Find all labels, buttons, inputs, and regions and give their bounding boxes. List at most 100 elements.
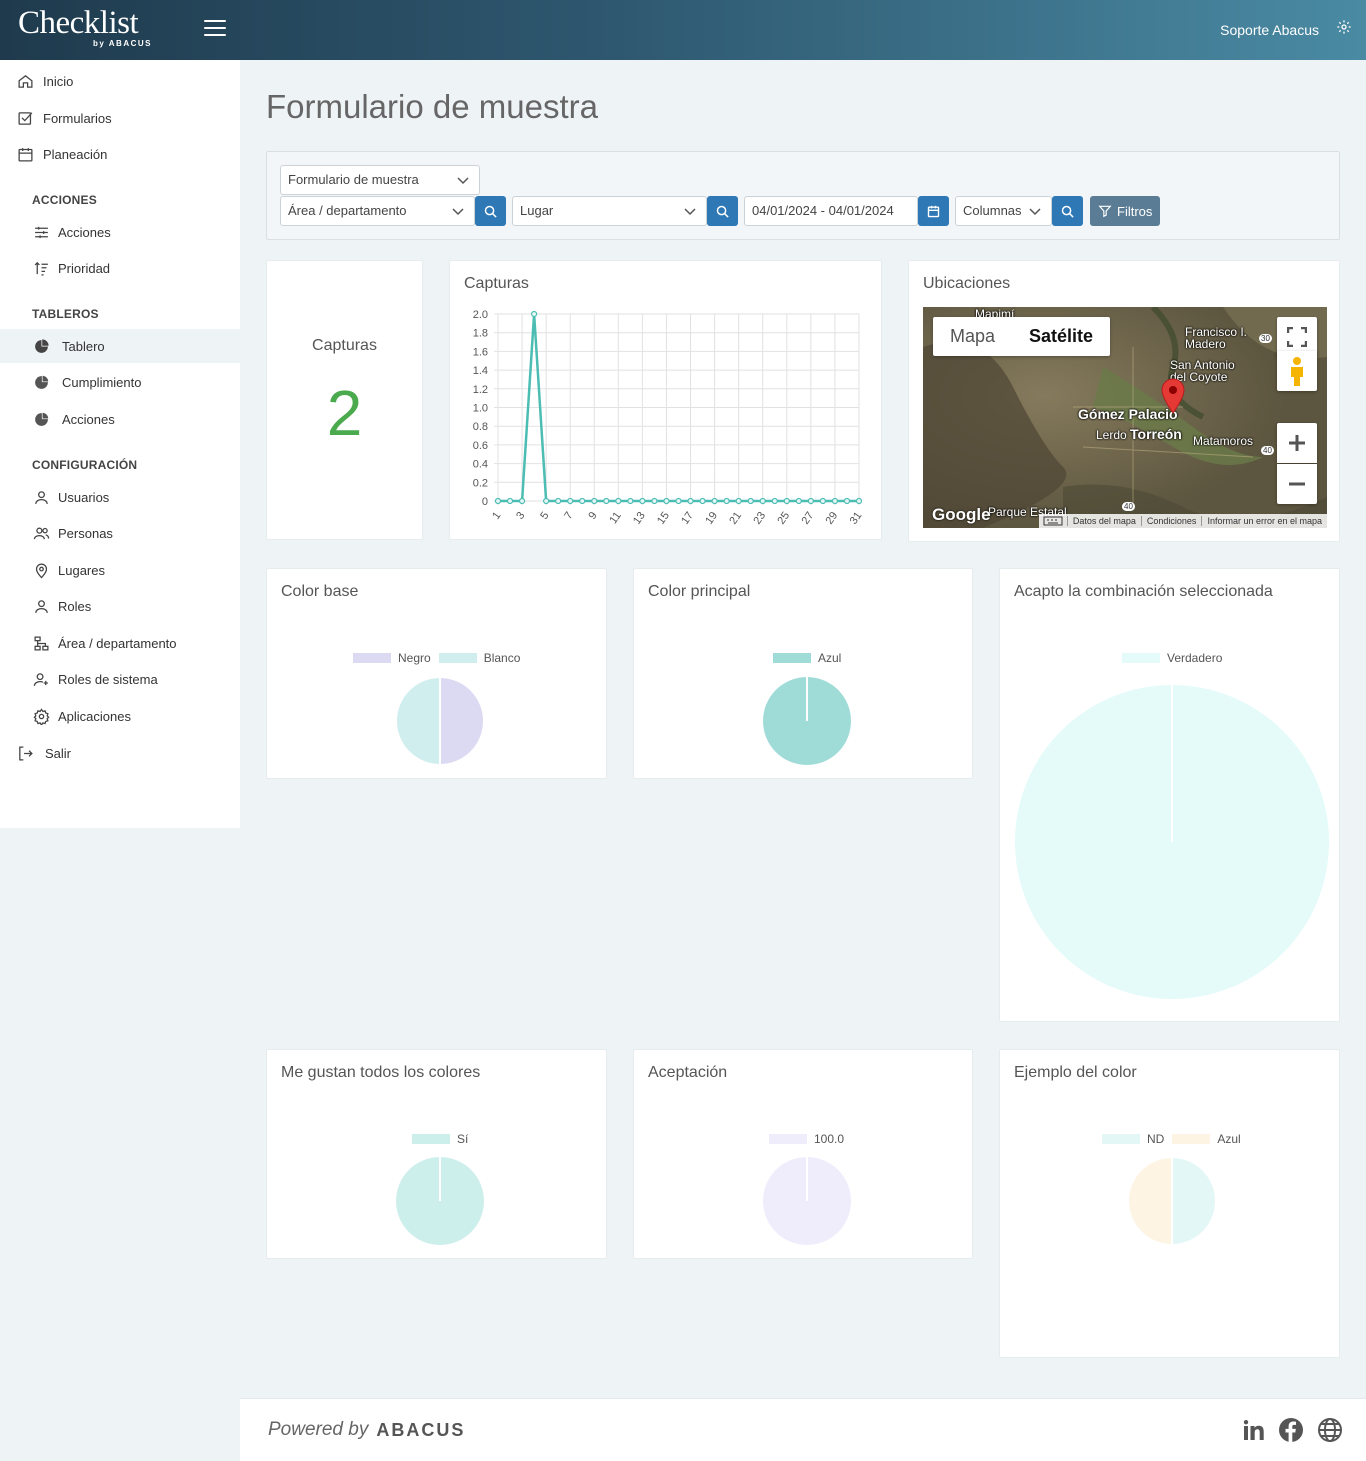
zoom-out-button[interactable] xyxy=(1277,464,1317,504)
org-chart-icon xyxy=(32,634,50,652)
data-point[interactable] xyxy=(783,497,790,505)
legend-item[interactable]: Azul xyxy=(773,651,841,665)
satellite-map[interactable]: Mapimí Francisco I. Madero San Antonio d… xyxy=(923,307,1327,528)
x-tick-label: 23 xyxy=(751,510,768,527)
sidebar-item-roles[interactable]: Roles xyxy=(0,589,240,623)
pie-slice[interactable] xyxy=(1127,1155,1173,1247)
sidebar-item-acciones-tablero[interactable]: Acciones xyxy=(0,402,240,436)
street-view-button[interactable] xyxy=(1277,351,1317,391)
pie-card: Color principal Azul xyxy=(633,568,973,779)
pie-slice[interactable] xyxy=(1171,1155,1217,1247)
user-menu[interactable]: Soporte Abacus xyxy=(1220,22,1319,38)
section-acciones: ACCIONES xyxy=(32,193,97,207)
data-point[interactable] xyxy=(518,497,526,505)
sidebar-item-tablero[interactable]: Tablero xyxy=(0,329,240,363)
sidebar-item-usuarios[interactable]: Usuarios xyxy=(0,480,240,514)
data-point[interactable] xyxy=(543,497,550,505)
minus-icon xyxy=(1289,482,1305,486)
data-point[interactable] xyxy=(819,497,826,505)
place-select[interactable]: Lugar xyxy=(512,196,707,226)
pie-slice[interactable] xyxy=(439,675,485,767)
data-point[interactable] xyxy=(747,497,754,505)
sidebar-item-personas[interactable]: Personas xyxy=(0,516,240,550)
x-tick-label: 19 xyxy=(703,510,720,527)
x-tick-label: 31 xyxy=(848,510,865,527)
brand-logo[interactable]: Checklist by ABACUS xyxy=(18,6,158,52)
data-point[interactable] xyxy=(530,310,538,318)
data-point[interactable] xyxy=(735,497,742,505)
data-point[interactable] xyxy=(494,497,502,505)
sidebar-item-inicio[interactable]: Inicio xyxy=(0,64,240,98)
sidebar-item-prioridad[interactable]: Prioridad xyxy=(0,251,240,285)
pie-card-title: Ejemplo del color xyxy=(1014,1064,1137,1081)
legend-item[interactable]: Negro xyxy=(353,651,431,665)
data-point[interactable] xyxy=(579,497,586,505)
y-tick-label: 1.4 xyxy=(473,365,488,377)
area-select[interactable]: Área / departamento xyxy=(280,196,475,226)
data-point[interactable] xyxy=(675,497,682,505)
map-data-link[interactable]: Datos del mapa xyxy=(1066,516,1141,526)
data-point[interactable] xyxy=(807,497,814,505)
columns-select[interactable]: Columnas xyxy=(955,196,1052,226)
sidebar-item-lugares[interactable]: Lugares xyxy=(0,553,240,587)
keyboard-icon[interactable] xyxy=(1043,516,1063,526)
filters-button[interactable]: Filtros xyxy=(1090,196,1161,226)
legend-item[interactable]: Blanco xyxy=(438,651,520,665)
data-point[interactable] xyxy=(506,497,514,505)
sidebar-item-salir[interactable]: Salir xyxy=(0,736,240,770)
data-point[interactable] xyxy=(639,497,646,505)
sidebar-item-formularios[interactable]: Formularios xyxy=(0,101,240,135)
data-point[interactable] xyxy=(711,497,718,505)
date-range-input[interactable]: 04/01/2024 - 04/01/2024 xyxy=(744,196,918,226)
data-point[interactable] xyxy=(555,497,562,505)
pie-slice[interactable] xyxy=(395,675,441,767)
data-point[interactable] xyxy=(843,497,851,505)
data-point[interactable] xyxy=(663,497,670,505)
facebook-icon[interactable] xyxy=(1278,1417,1304,1443)
settings-gear-icon[interactable] xyxy=(1336,19,1352,35)
data-point[interactable] xyxy=(651,497,658,505)
data-point[interactable] xyxy=(567,497,574,505)
legend-item[interactable]: Sí xyxy=(412,1132,468,1146)
map-report-link[interactable]: Informar un error en el mapa xyxy=(1201,516,1327,526)
tab-satellite[interactable]: Satélite xyxy=(1029,326,1094,346)
legend-item[interactable]: 100.0 xyxy=(769,1132,844,1146)
data-point[interactable] xyxy=(855,497,863,505)
area-search-button[interactable] xyxy=(475,196,506,226)
sidebar-item-aplicaciones[interactable]: Aplicaciones xyxy=(0,699,240,733)
data-point[interactable] xyxy=(627,497,634,505)
tab-map[interactable]: Mapa xyxy=(950,326,996,346)
sidebar-item-area-departamento[interactable]: Área / departamento xyxy=(0,626,240,660)
line-chart: 00.20.40.60.81.01.21.41.61.82.01 3 5 7 9 11 13… xyxy=(473,309,865,527)
form-select[interactable]: Formulario de muestra xyxy=(280,165,480,195)
sidebar-item-roles-sistema[interactable]: Roles de sistema xyxy=(0,662,240,696)
legend-item[interactable]: Verdadero xyxy=(1122,651,1222,665)
data-point[interactable] xyxy=(723,497,730,505)
data-point[interactable] xyxy=(591,497,598,505)
place-search-button[interactable] xyxy=(707,196,738,226)
pie-chart-icon xyxy=(32,410,50,428)
data-point[interactable] xyxy=(831,497,839,505)
data-point[interactable] xyxy=(759,497,766,505)
data-point[interactable] xyxy=(687,497,694,505)
sidebar-item-planeacion[interactable]: Planeación xyxy=(0,137,240,171)
columns-search-button[interactable] xyxy=(1052,196,1083,226)
menu-toggle-icon[interactable] xyxy=(204,20,226,38)
legend-item[interactable]: ND xyxy=(1102,1132,1164,1146)
sidebar-item-acciones[interactable]: Acciones xyxy=(0,215,240,249)
legend-label: ND xyxy=(1147,1132,1165,1146)
data-point[interactable] xyxy=(795,497,802,505)
legend-item[interactable]: Azul xyxy=(1172,1132,1241,1146)
globe-icon[interactable] xyxy=(1317,1417,1343,1443)
zoom-in-button[interactable] xyxy=(1277,423,1317,463)
data-point[interactable] xyxy=(603,497,610,505)
linkedin-icon[interactable] xyxy=(1240,1417,1266,1443)
map-marker-icon[interactable] xyxy=(1160,378,1186,414)
sidebar-item-cumplimiento[interactable]: Cumplimiento xyxy=(0,365,240,399)
data-point[interactable] xyxy=(771,497,778,505)
date-picker-button[interactable] xyxy=(918,196,949,226)
fullscreen-button[interactable] xyxy=(1277,317,1317,357)
data-point[interactable] xyxy=(699,497,706,505)
data-point[interactable] xyxy=(615,497,622,505)
map-terms-link[interactable]: Condiciones xyxy=(1140,516,1202,526)
